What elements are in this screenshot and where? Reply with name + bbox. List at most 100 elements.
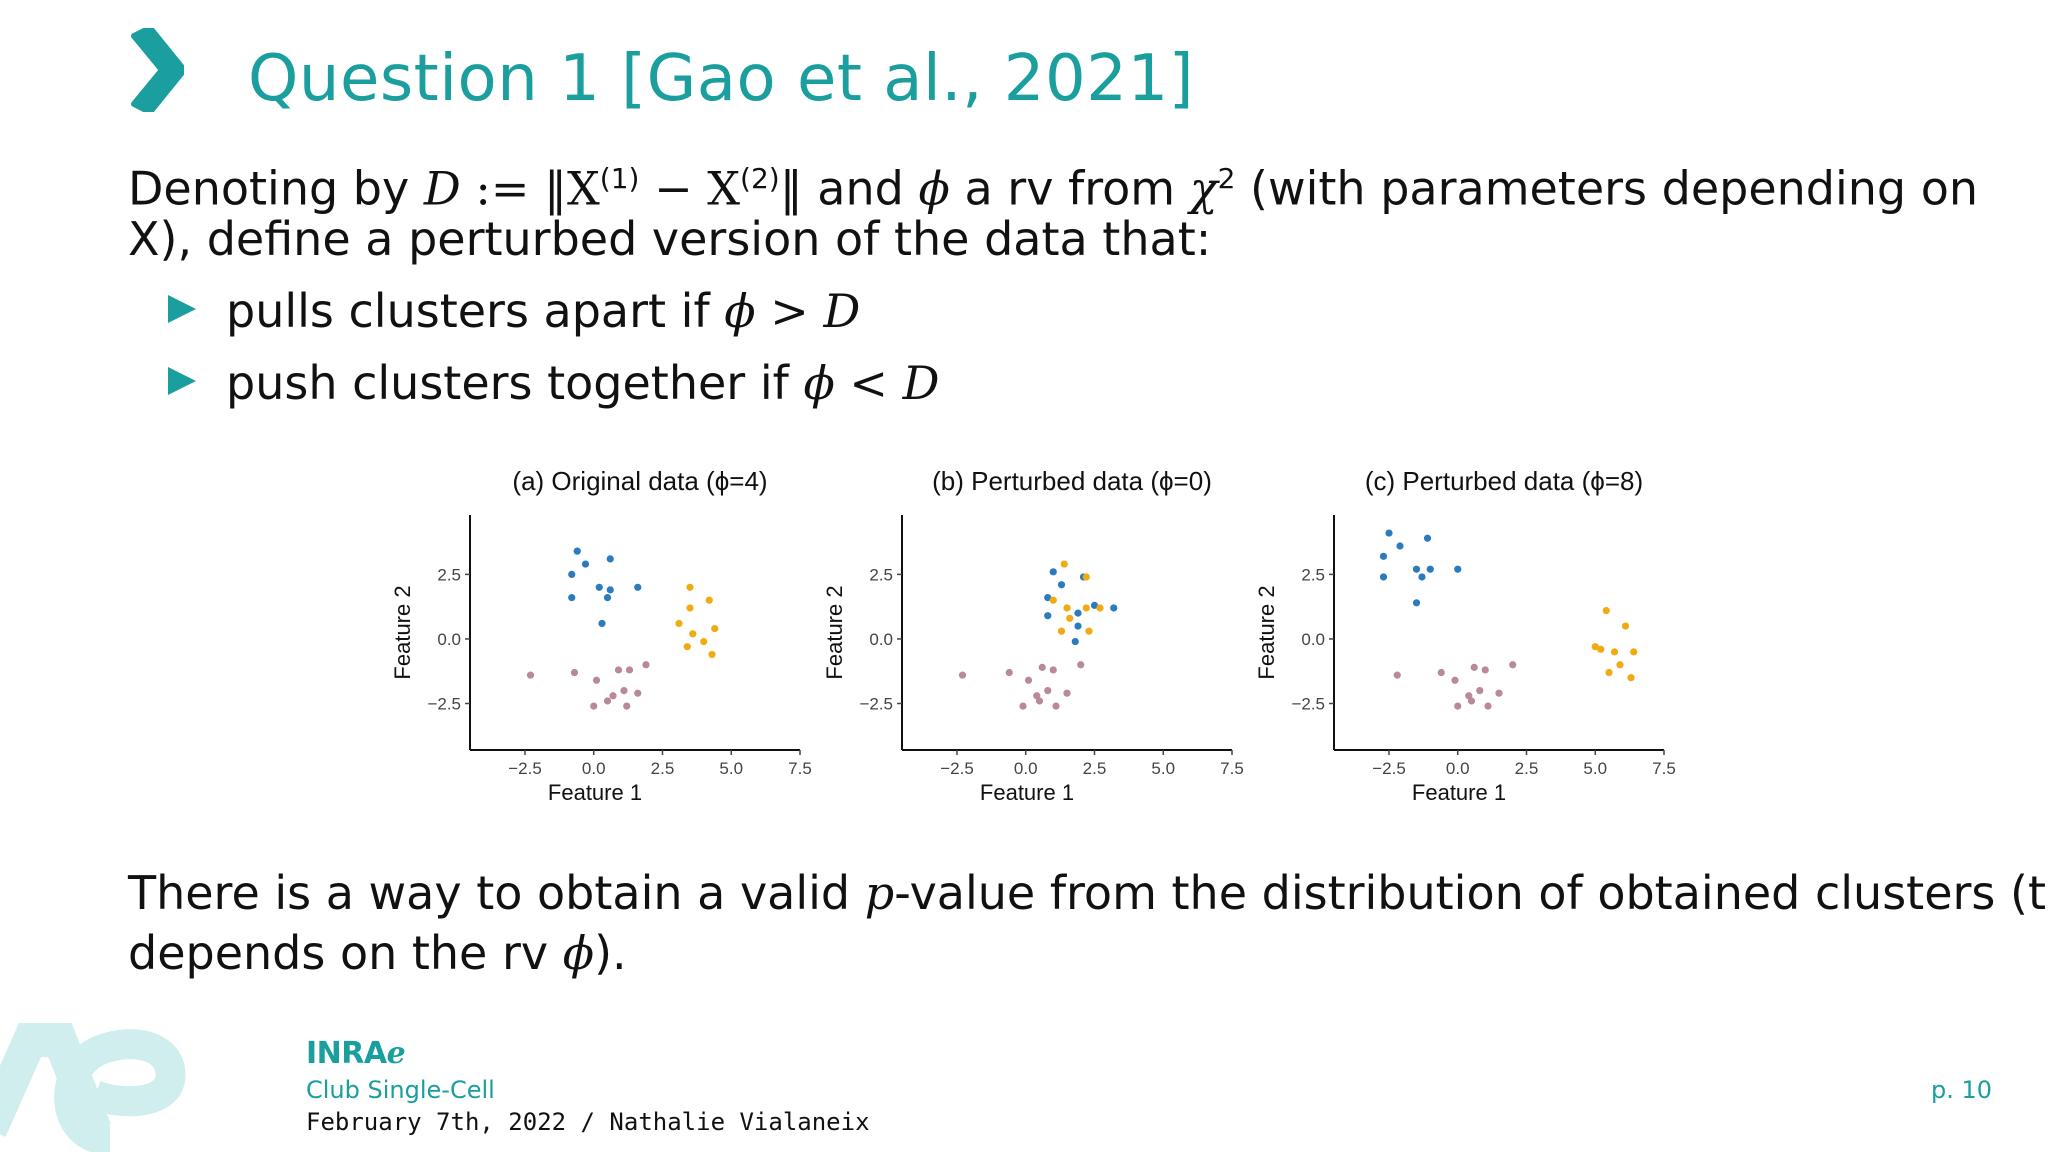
data-point-orange [700, 637, 708, 646]
data-point-blue [581, 560, 590, 568]
x-tick-label: −2.5 [508, 759, 542, 778]
x-tick-label: 7.5 [788, 759, 812, 778]
data-point-blue [1418, 573, 1426, 581]
data-point-pink [1476, 687, 1484, 695]
data-point-pink [1038, 663, 1046, 671]
data-point-blue [1396, 542, 1404, 550]
data-point-pink [1451, 676, 1459, 684]
y-tick-label: −2.5 [859, 695, 893, 714]
data-point-blue [603, 594, 612, 602]
data-point-orange [675, 619, 683, 628]
y-tick-label: 0.0 [437, 630, 461, 649]
data-point-blue [634, 583, 642, 591]
x-tick-label: 7.5 [1652, 759, 1676, 778]
data-point-pink [623, 702, 631, 710]
y-axis-label: Feature 2 [822, 585, 847, 679]
data-point-blue [1379, 573, 1388, 581]
data-point-blue [568, 594, 576, 602]
data-point-pink [958, 671, 967, 679]
chevron-right-icon [131, 28, 184, 112]
x-tick-label: 2.5 [651, 759, 675, 778]
data-point-pink [1509, 661, 1517, 669]
data-point-pink [1481, 666, 1489, 674]
data-point-orange [1060, 560, 1068, 568]
x-axis-label: Feature 1 [548, 780, 642, 805]
data-point-pink [1035, 697, 1044, 705]
data-point-orange [689, 630, 697, 638]
data-point-blue [1074, 609, 1082, 617]
data-point-blue [606, 555, 614, 563]
data-point-pink [620, 687, 628, 695]
inrae-logo: INRAℯ [306, 1036, 406, 1071]
data-point-pink [592, 676, 601, 684]
data-point-blue [595, 583, 603, 591]
data-point-blue [573, 547, 581, 555]
data-point-orange [1605, 668, 1613, 677]
x-tick-label: 0.0 [1446, 759, 1470, 778]
x-tick-label: 0.0 [582, 759, 606, 778]
data-point-pink [609, 692, 617, 700]
data-point-pink [526, 671, 535, 679]
data-point-blue [1423, 534, 1432, 542]
x-tick-label: 5.0 [1151, 759, 1175, 778]
y-axis-label: Feature 2 [1254, 585, 1279, 679]
y-tick-label: −2.5 [427, 695, 461, 714]
x-tick-label: 2.5 [1515, 759, 1539, 778]
data-point-pink [1467, 697, 1476, 705]
data-point-pink [590, 702, 598, 710]
data-point-blue [1110, 604, 1118, 612]
x-tick-label: 5.0 [719, 759, 743, 778]
data-point-blue [1426, 565, 1434, 573]
data-point-pink [1484, 702, 1492, 710]
data-point-orange [1630, 648, 1638, 656]
data-point-blue [1090, 601, 1099, 609]
y-axis-label: Feature 2 [390, 585, 415, 679]
bullet-pull-apart: pulls clusters apart if ϕ > D [168, 284, 860, 338]
data-point-orange [1082, 604, 1090, 612]
data-point-orange [1049, 596, 1057, 604]
data-point-orange [1627, 674, 1635, 682]
data-point-orange [1057, 627, 1066, 635]
panel-title: (c) Perturbed data (ϕ=8) [1365, 466, 1643, 496]
data-point-orange [1610, 648, 1619, 656]
data-point-orange [711, 625, 719, 633]
data-point-blue [1044, 594, 1052, 602]
data-point-pink [1495, 689, 1503, 697]
data-point-pink [1052, 702, 1060, 710]
data-point-orange [686, 583, 694, 591]
data-point-pink [1019, 702, 1027, 710]
data-point-pink [1454, 702, 1462, 710]
y-tick-label: 2.5 [1301, 565, 1325, 584]
data-point-blue [1412, 599, 1421, 607]
data-point-orange [1085, 627, 1093, 635]
data-point-orange [708, 650, 716, 659]
inrae-ae-logo-icon [0, 1023, 186, 1152]
scatter-panel-1: (a) Original data (ϕ=4) −2.5 0.0 2.5 5.0 7.5 2… [390, 466, 812, 805]
x-tick-label: 7.5 [1220, 759, 1244, 778]
data-point-pink [642, 661, 650, 669]
data-point-orange [1082, 573, 1090, 581]
data-point-orange [1616, 661, 1624, 669]
y-tick-label: −2.5 [1291, 695, 1325, 714]
data-point-blue [1057, 581, 1066, 589]
data-point-pink [614, 666, 623, 674]
x-tick-label: −2.5 [940, 759, 974, 778]
y-tick-label: 0.0 [869, 630, 893, 649]
data-point-blue [1454, 565, 1462, 573]
data-point-orange [683, 643, 691, 651]
data-point-blue [1074, 622, 1082, 630]
data-point-blue [1385, 529, 1393, 537]
y-tick-label: 0.0 [1301, 630, 1325, 649]
x-axis-label: Feature 1 [1412, 780, 1506, 805]
panel-title: (b) Perturbed data (ϕ=0) [932, 466, 1212, 496]
data-point-orange [1066, 614, 1074, 622]
data-point-orange [705, 596, 713, 604]
data-point-pink [1437, 668, 1445, 677]
data-point-orange [1597, 645, 1605, 653]
data-point-blue [598, 619, 606, 628]
data-point-pink [1005, 668, 1013, 677]
data-point-pink [1063, 689, 1071, 697]
data-point-orange [686, 604, 694, 612]
panel-title: (a) Original data (ϕ=4) [512, 466, 767, 496]
scatter-panel-3: (c) Perturbed data (ϕ=8) −2.5 0.0 2.5 5.0 7.5… [1254, 466, 1676, 805]
